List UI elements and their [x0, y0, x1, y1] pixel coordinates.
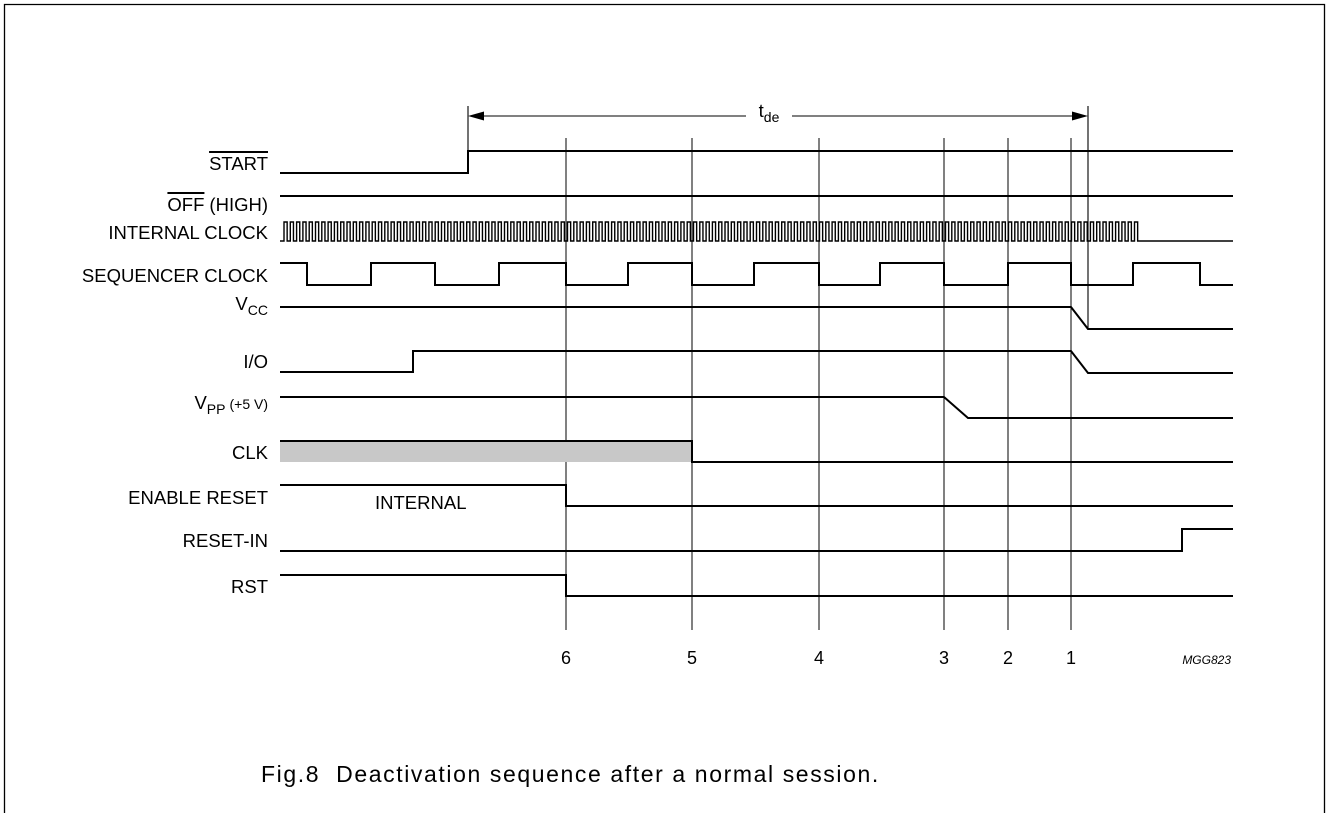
marker-label-4: 4: [813, 648, 824, 668]
marker-label-3: 3: [938, 648, 949, 668]
vpp-label-main: V: [194, 392, 207, 413]
off-label-text: OFF: [167, 194, 205, 215]
frame-border: [3, 3, 1326, 813]
signal-label-clk: CLK: [232, 442, 268, 463]
signal-label-internal-clock: INTERNAL CLOCK: [108, 222, 268, 243]
signal-label-rst: RST: [231, 576, 268, 597]
vcc-label-main: V: [235, 293, 248, 314]
enable-reset-waveform: [280, 484, 1233, 507]
tde-label-subscript: de: [763, 109, 780, 125]
signal-label-reset-in: RESET-IN: [182, 530, 268, 551]
clk-waveform: [280, 440, 1233, 463]
vpp-label-subscript: PP: [206, 401, 226, 417]
vcc-waveform: [280, 306, 1233, 330]
marker-label-1: 1: [1065, 648, 1076, 668]
sequencer-clock-waveform: [280, 262, 1233, 286]
io-waveform: [280, 350, 1233, 374]
signal-label-vpp: VPP (+5 V): [194, 392, 268, 418]
rst-waveform: [280, 574, 1233, 597]
vpp-label-suffix: (+5 V): [229, 396, 268, 412]
start-waveform: [280, 150, 1233, 174]
marker-label-5: 5: [686, 648, 697, 668]
signal-label-start: START: [209, 154, 268, 174]
tde-arrowhead-left: [468, 111, 484, 121]
start-label-text: START: [209, 153, 268, 174]
internal-annotation: INTERNAL: [375, 492, 467, 513]
signal-label-io: I/O: [243, 351, 268, 372]
tde-label-main: t: [758, 100, 764, 121]
reset-in-waveform: [280, 528, 1233, 552]
figure-code: MGG823: [1182, 653, 1231, 667]
signal-label-sequencer-clock: SEQUENCER CLOCK: [81, 265, 268, 286]
marker-label-2: 2: [1002, 648, 1013, 668]
signal-label-enable-reset: ENABLE RESET: [128, 487, 268, 508]
signal-label-vcc: VCC: [235, 293, 268, 319]
tde-label: tde: [746, 101, 792, 129]
signal-label-off: OFF (HIGH): [167, 195, 268, 215]
figure-caption: Fig.8 Deactivation sequence after a norm…: [261, 761, 880, 787]
off-label-suffix: (HIGH): [209, 194, 268, 215]
tde-arrowhead-right: [1072, 111, 1088, 121]
marker-label-6: 6: [560, 648, 571, 668]
vcc-label-subscript: CC: [247, 302, 268, 318]
vpp-waveform: [280, 396, 1233, 419]
clk-active-region: [280, 441, 692, 462]
internal-clock-waveform: [280, 221, 1233, 242]
